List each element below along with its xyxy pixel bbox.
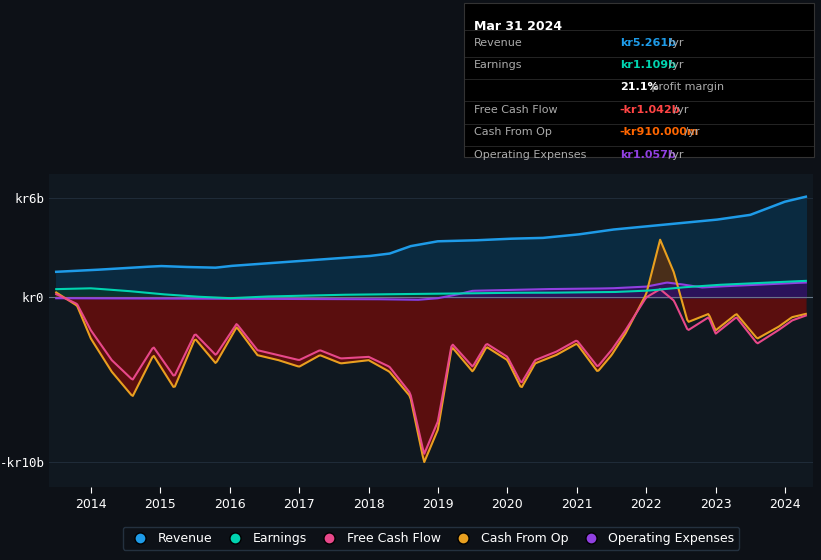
Legend: Revenue, Earnings, Free Cash Flow, Cash From Op, Operating Expenses: Revenue, Earnings, Free Cash Flow, Cash … — [123, 527, 739, 550]
Text: profit margin: profit margin — [648, 82, 724, 92]
Text: kr5.261b: kr5.261b — [620, 38, 676, 48]
Text: Operating Expenses: Operating Expenses — [474, 150, 586, 160]
Text: -kr910.000m: -kr910.000m — [620, 127, 699, 137]
Text: 21.1%: 21.1% — [620, 82, 658, 92]
Text: Cash From Op: Cash From Op — [474, 127, 552, 137]
Text: Revenue: Revenue — [474, 38, 522, 48]
Text: kr1.057b: kr1.057b — [620, 150, 676, 160]
Text: -kr1.042b: -kr1.042b — [620, 105, 681, 115]
Text: Free Cash Flow: Free Cash Flow — [474, 105, 557, 115]
Text: Earnings: Earnings — [474, 60, 522, 70]
Text: /yr: /yr — [664, 150, 683, 160]
Text: /yr: /yr — [681, 127, 699, 137]
Text: kr1.109b: kr1.109b — [620, 60, 676, 70]
Text: /yr: /yr — [664, 38, 683, 48]
Text: Mar 31 2024: Mar 31 2024 — [474, 20, 562, 32]
Text: /yr: /yr — [664, 60, 683, 70]
Text: /yr: /yr — [670, 105, 689, 115]
